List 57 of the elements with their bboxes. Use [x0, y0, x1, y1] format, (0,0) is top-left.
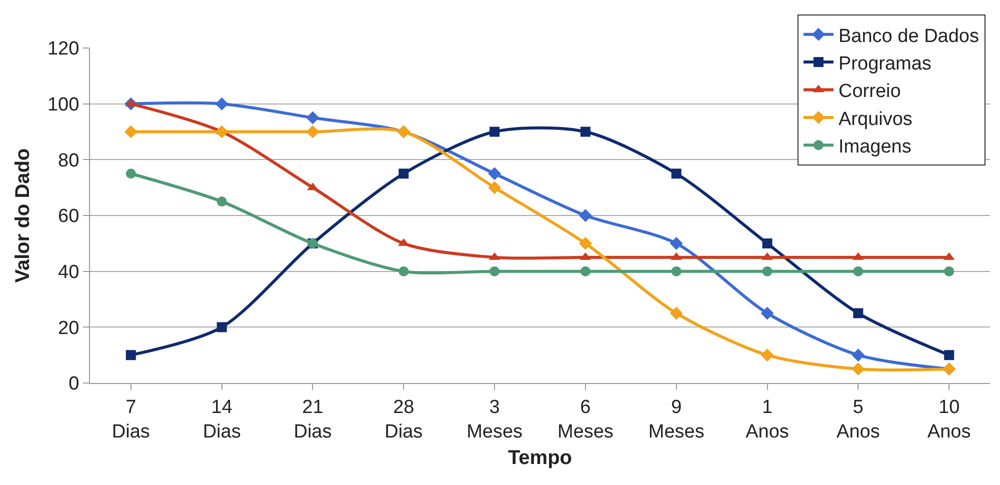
x-tick-label: 6 Meses	[557, 396, 614, 442]
point	[762, 266, 772, 276]
y-tick-label: 120	[47, 38, 80, 60]
point	[671, 266, 682, 276]
point	[398, 266, 409, 276]
point	[580, 266, 590, 276]
point	[216, 196, 227, 207]
point	[488, 181, 502, 194]
point	[670, 236, 683, 250]
point	[760, 306, 774, 320]
point	[216, 322, 227, 332]
legend-label: Correio	[838, 81, 901, 102]
point	[490, 126, 500, 137]
x-tick-label: 10 Anos	[927, 396, 971, 442]
y-tick-label: 0	[68, 374, 80, 395]
x-tick-label: 5 Anos	[836, 396, 880, 442]
point	[944, 350, 954, 360]
point	[762, 238, 772, 248]
point	[852, 362, 865, 376]
x-tick-label: 28 Dias	[384, 396, 423, 442]
point	[852, 348, 865, 362]
point	[853, 308, 864, 318]
legend-label: Imagens	[838, 136, 912, 158]
point	[124, 125, 138, 138]
point	[580, 126, 590, 137]
y-tick-label: 40	[58, 262, 80, 283]
point	[490, 266, 500, 276]
point	[853, 266, 864, 276]
point	[670, 306, 683, 320]
legend-label: Programas	[838, 53, 932, 74]
y-tick-label: 60	[58, 206, 80, 228]
y-tick-label: 80	[58, 150, 80, 172]
point	[578, 236, 592, 250]
legend-label: Arquivos	[838, 108, 912, 130]
x-tick-label: 9 Meses	[648, 396, 704, 442]
point	[944, 266, 954, 276]
x-tick-label: 21 Dias	[294, 396, 332, 442]
point	[215, 97, 228, 110]
y-tick-label: 20	[58, 318, 80, 339]
x-tick-label: 7 Dias	[112, 396, 150, 442]
x-axis-title: Tempo	[508, 447, 572, 469]
legend-label: Banco de Dados	[838, 26, 979, 47]
point	[671, 168, 682, 179]
y-tick-label: 100	[47, 94, 80, 116]
point	[488, 167, 502, 180]
y-axis-title: Valor do Dado	[12, 148, 34, 283]
point	[398, 168, 409, 179]
point	[578, 209, 592, 222]
point	[126, 350, 136, 360]
point	[306, 125, 320, 138]
x-tick-label: 14 Dias	[202, 396, 241, 442]
point	[306, 111, 320, 124]
point	[760, 348, 774, 362]
x-tick-label: 1 Anos	[746, 396, 789, 442]
point	[126, 168, 136, 179]
x-tick-label: 3 Meses	[466, 396, 523, 442]
point	[215, 125, 228, 138]
